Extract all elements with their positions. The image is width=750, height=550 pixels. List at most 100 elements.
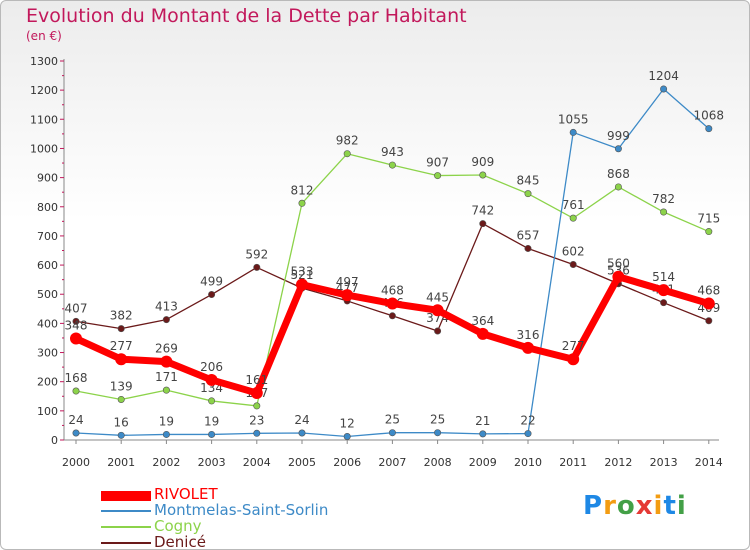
data-point [524, 190, 532, 198]
data-point [434, 172, 442, 180]
legend-swatch [101, 491, 151, 501]
data-label: 19 [159, 414, 174, 428]
data-point [343, 150, 351, 158]
y-tick-label: 1000 [30, 142, 58, 155]
data-point [205, 373, 218, 386]
data-label: 19 [204, 414, 219, 428]
data-label: 16 [114, 415, 129, 429]
x-tick-label: 2005 [288, 456, 316, 469]
x-tick-label: 2002 [152, 456, 180, 469]
data-label: 982 [336, 134, 359, 148]
logo-letter: i [676, 491, 687, 521]
data-point [117, 325, 125, 333]
data-point [479, 171, 487, 179]
data-point [522, 341, 534, 354]
data-point [72, 429, 80, 437]
data-point [567, 353, 580, 366]
x-tick-label: 2011 [559, 456, 587, 469]
data-point [253, 429, 261, 437]
y-tick-label: 1200 [30, 84, 58, 97]
data-label: 269 [155, 342, 178, 356]
data-label: 868 [607, 167, 630, 181]
data-label: 845 [517, 174, 540, 188]
data-point [296, 278, 308, 291]
data-point [431, 304, 444, 317]
data-label: 277 [562, 339, 585, 353]
data-point [72, 317, 80, 325]
x-tick-label: 2001 [107, 456, 135, 469]
data-label: 1204 [648, 69, 679, 83]
x-tick-label: 2007 [378, 456, 406, 469]
data-point [388, 161, 396, 169]
data-label: 499 [200, 275, 223, 289]
data-label: 364 [471, 314, 494, 328]
data-label: 536 [607, 264, 630, 278]
legend-label: Montmelas-Saint-Sorlin [154, 501, 329, 519]
data-label: 761 [562, 198, 585, 212]
y-tick-label: 1100 [30, 113, 58, 126]
data-point [614, 145, 622, 153]
data-point [162, 316, 170, 324]
data-label: 812 [291, 183, 314, 197]
data-point [660, 299, 668, 307]
data-point [660, 208, 668, 216]
x-tick-label: 2012 [604, 456, 632, 469]
data-point [72, 387, 80, 395]
y-tick-label: 500 [37, 288, 58, 301]
x-tick-label: 2014 [695, 456, 723, 469]
data-point [434, 327, 442, 335]
legend-label: RIVOLET [154, 485, 218, 503]
data-label: 24 [68, 413, 83, 427]
y-tick-label: 900 [37, 172, 58, 185]
logo-letter: x [635, 491, 654, 521]
x-tick-label: 2013 [650, 456, 678, 469]
x-tick-label: 2008 [424, 456, 452, 469]
data-point [388, 312, 396, 320]
data-label: 139 [110, 379, 133, 393]
data-point [341, 289, 354, 302]
data-label: 23 [249, 413, 264, 427]
data-label: 171 [155, 370, 178, 384]
y-tick-label: 700 [37, 230, 58, 243]
data-point [614, 183, 622, 191]
data-point [298, 199, 306, 207]
data-label: 161 [245, 373, 268, 387]
legend-label: Cogny [154, 517, 202, 535]
data-label: 468 [381, 284, 404, 298]
data-label: 907 [426, 156, 449, 170]
data-label: 445 [426, 290, 449, 304]
y-tick-label: 200 [37, 376, 58, 389]
y-tick-label: 600 [37, 259, 58, 272]
x-tick-label: 2000 [62, 456, 90, 469]
x-tick-label: 2010 [514, 456, 542, 469]
data-point [117, 395, 125, 403]
legend-label: Denicé [154, 533, 206, 550]
legend-swatch [101, 542, 151, 544]
data-point [705, 317, 713, 325]
data-point [208, 291, 216, 299]
data-point [660, 85, 668, 93]
data-label: 168 [65, 371, 88, 385]
data-label: 25 [430, 413, 445, 427]
data-point [250, 387, 263, 400]
data-label: 782 [652, 192, 675, 206]
data-point [705, 228, 713, 236]
data-point [208, 430, 216, 438]
chart-title: Evolution du Montant de la Dette par Hab… [26, 5, 467, 27]
data-label: 514 [652, 270, 675, 284]
data-label: 1055 [558, 112, 589, 126]
proxiti-logo: Proxiti [583, 491, 687, 521]
data-label: 943 [381, 145, 404, 159]
data-point [253, 402, 261, 410]
data-label: 413 [155, 300, 178, 314]
data-label: 382 [110, 309, 133, 323]
data-label: 592 [245, 247, 268, 261]
data-label: 407 [65, 301, 88, 315]
logo-letter: t [663, 491, 677, 521]
data-label: 316 [517, 328, 540, 342]
data-label: 521 [291, 268, 314, 282]
data-label: 24 [294, 413, 309, 427]
data-point [524, 244, 532, 252]
y-tick-label: 800 [37, 201, 58, 214]
